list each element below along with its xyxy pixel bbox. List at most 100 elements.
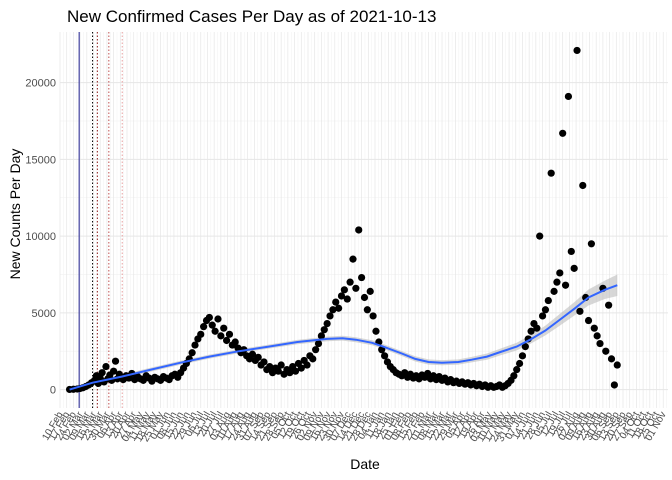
- data-points: [65, 46, 621, 394]
- data-point: [217, 332, 225, 340]
- data-point: [576, 307, 584, 315]
- data-point: [225, 330, 234, 338]
- data-point: [346, 278, 354, 286]
- data-point: [337, 292, 346, 300]
- data-point: [340, 286, 348, 294]
- data-point: [286, 369, 294, 377]
- data-point: [205, 313, 213, 322]
- data-point: [424, 369, 432, 378]
- data-point: [248, 350, 257, 358]
- data-point: [326, 312, 334, 320]
- data-point: [188, 349, 196, 357]
- data-point: [584, 316, 593, 325]
- data-point: [317, 332, 325, 340]
- data-point: [573, 46, 581, 55]
- data-point: [510, 372, 518, 380]
- data-point: [596, 339, 604, 348]
- data-point: [538, 312, 547, 320]
- data-point: [191, 341, 199, 349]
- data-point: [303, 361, 311, 369]
- data-point: [343, 295, 351, 303]
- data-point: [220, 324, 228, 332]
- data-point: [544, 296, 552, 305]
- data-point: [366, 287, 374, 295]
- data-point: [323, 319, 331, 328]
- data-point: [291, 367, 300, 375]
- data-point: [355, 226, 363, 234]
- data-point: [559, 129, 567, 137]
- y-axis-ticks: 0 5000 10000 15000 20000: [25, 78, 56, 397]
- data-point: [602, 347, 610, 355]
- data-point: [610, 381, 618, 389]
- y-tick-label: 15000: [25, 154, 56, 166]
- data-point: [515, 359, 524, 368]
- data-point: [378, 346, 386, 354]
- data-point: [605, 301, 613, 309]
- data-point: [297, 364, 305, 372]
- data-point: [277, 361, 285, 369]
- data-point: [541, 306, 550, 314]
- data-point: [352, 284, 360, 292]
- data-point: [553, 278, 561, 286]
- data-point: [561, 281, 570, 289]
- data-point: [369, 312, 377, 320]
- data-point: [329, 306, 337, 314]
- y-tick-label: 0: [50, 385, 56, 397]
- data-point: [102, 362, 110, 371]
- data-point: [513, 366, 521, 374]
- data-point: [590, 324, 598, 332]
- data-point: [360, 293, 369, 302]
- data-point: [536, 232, 544, 240]
- data-point: [358, 273, 366, 282]
- data-point: [266, 362, 274, 371]
- data-point: [556, 269, 564, 277]
- data-point: [260, 358, 268, 366]
- data-point: [570, 264, 578, 272]
- data-point: [593, 332, 601, 340]
- data-point: [521, 343, 529, 351]
- data-point: [550, 287, 558, 295]
- data-point: [579, 181, 587, 190]
- data-point: [309, 355, 317, 363]
- data-point: [111, 357, 120, 365]
- data-point: [314, 339, 323, 348]
- smooth-line-layer: [69, 284, 618, 391]
- data-point: [200, 323, 208, 331]
- data-point: [320, 326, 328, 334]
- data-point: [533, 324, 541, 332]
- grid-minor: [60, 32, 668, 408]
- data-point: [607, 355, 616, 363]
- data-point: [518, 352, 527, 360]
- smooth-line: [69, 284, 618, 391]
- data-point: [274, 367, 282, 375]
- data-point: [587, 240, 596, 248]
- data-point: [312, 346, 320, 354]
- data-point: [208, 321, 216, 329]
- data-point: [332, 298, 340, 306]
- grid-major: [59, 32, 668, 408]
- chart-title: New Confirmed Cases Per Day as of 2021-1…: [67, 7, 436, 26]
- data-point: [223, 336, 231, 345]
- data-point: [110, 367, 118, 375]
- data-point: [613, 361, 621, 369]
- reference-lines: [78, 32, 123, 408]
- data-point: [335, 304, 343, 312]
- data-point: [564, 92, 573, 101]
- data-point: [254, 353, 262, 361]
- data-point: [211, 327, 219, 335]
- data-point: [231, 338, 239, 346]
- data-point: [214, 315, 222, 323]
- data-point: [547, 169, 555, 177]
- data-point: [567, 247, 575, 256]
- data-point: [363, 306, 371, 314]
- y-tick-label: 10000: [25, 231, 56, 243]
- data-point: [372, 327, 380, 335]
- data-point: [98, 369, 106, 377]
- y-axis-title: New Counts Per Day: [7, 149, 23, 280]
- y-tick-label: 20000: [25, 78, 56, 90]
- data-point: [380, 352, 389, 360]
- data-point: [197, 330, 205, 338]
- y-tick-label: 5000: [32, 308, 56, 320]
